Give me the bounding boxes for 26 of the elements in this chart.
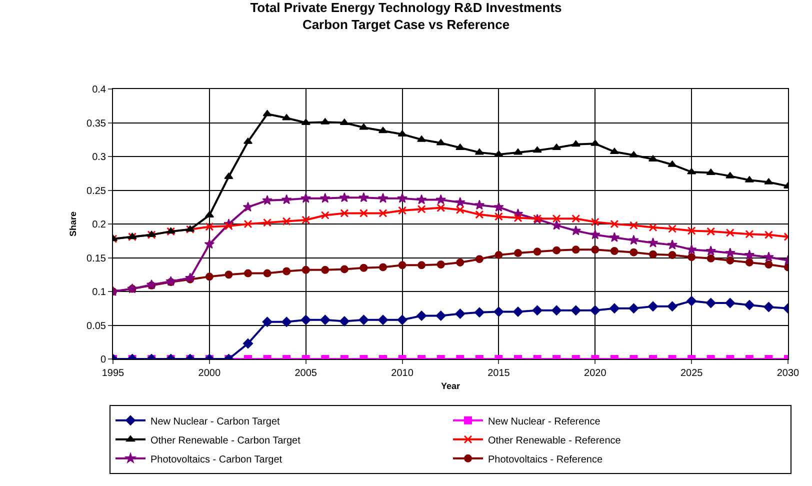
legend-label: New Nuclear - Reference [488,416,601,428]
legend-label: Photovoltaics - Reference [488,454,603,466]
y-tick-label: 0 [100,354,106,366]
chart-title: Total Private Energy Technology R&D Investments Carbon Target Case vs Reference [250,0,562,32]
y-tick-label: 0.05 [86,320,106,332]
y-tick-label: 0.35 [86,118,106,130]
y-tick-label: 0.4 [92,84,106,96]
y-tick-label: 0.25 [86,186,106,197]
x-tick-label: 2030 [776,368,800,379]
x-tick-label: 2005 [294,368,318,379]
x-tick-label: 2015 [488,368,510,379]
y-tick-label: 0.1 [92,287,106,298]
legend-label: Other Renewable - Reference [488,435,622,446]
legend-label: Other Renewable - Carbon Target [150,435,301,446]
x-tick-label: 2020 [584,368,607,379]
y-tick-label: 0.2 [92,220,106,230]
x-axis-title: Year [440,380,460,391]
x-tick-label: 2010 [391,368,414,379]
y-tick-label: 0.15 [86,253,106,264]
x-tick-label: 2000 [198,368,221,379]
x-tick-label: 1995 [102,368,125,379]
x-tick-label: 2025 [680,368,704,379]
legend-label: New Nuclear - Carbon Target [150,416,280,428]
legend-label: Photovoltaics - Carbon Target [150,454,282,466]
y-axis-title: Share [68,211,78,237]
y-tick-label: 0.3 [92,152,106,163]
